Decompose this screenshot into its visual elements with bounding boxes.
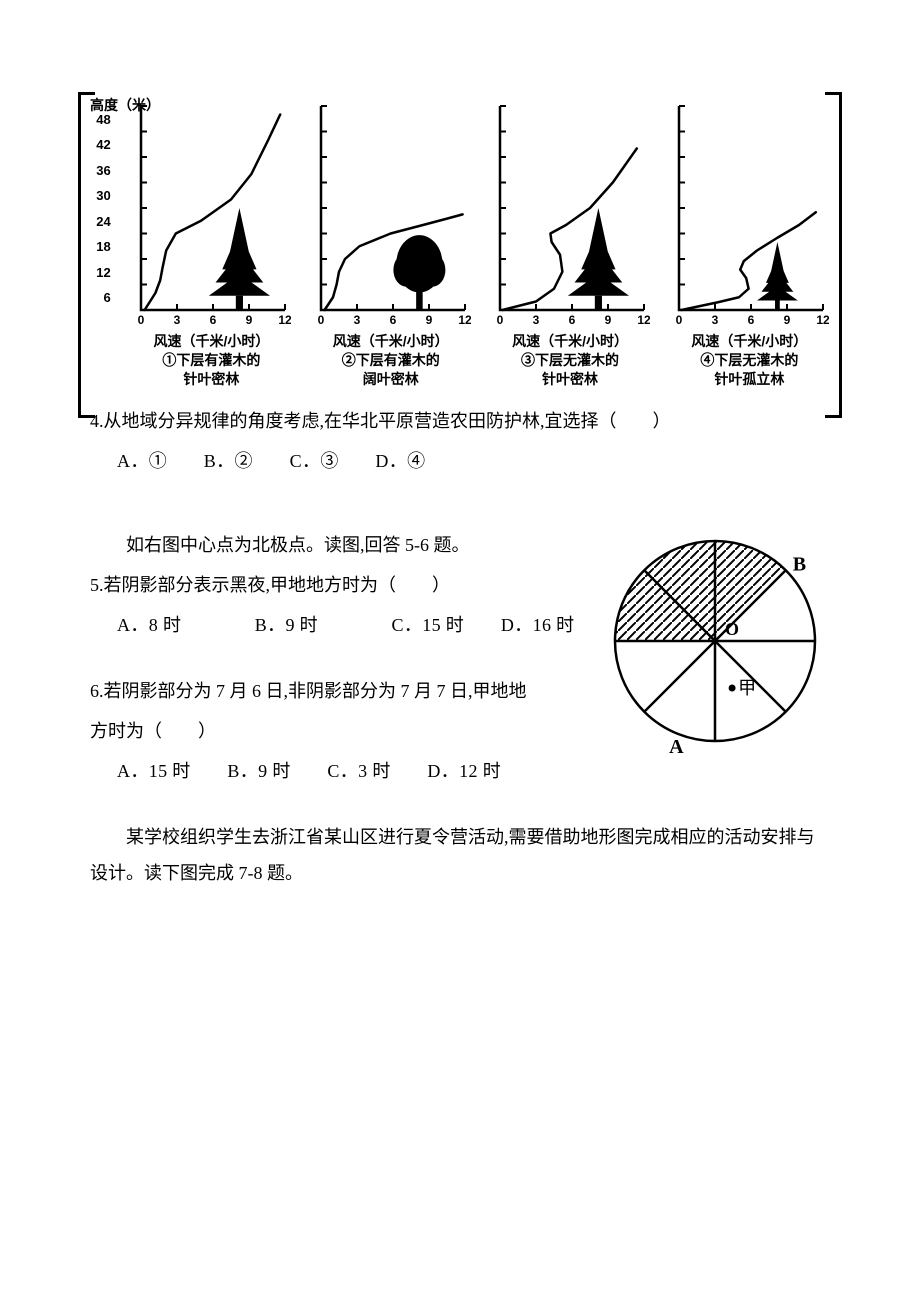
intro-7-8: 某学校组织学生去浙江省某山区进行夏令营活动,需要借助地形图完成相应的活动安排与设… <box>90 819 830 891</box>
chart-panel-svg: 036912 <box>669 100 829 330</box>
chart-panel-svg: 0 3 6 9 12 <box>131 100 291 330</box>
svg-text:6: 6 <box>210 313 217 327</box>
chart-panel-caption: 风速（千米/小时）①下层有灌木的针叶密林 <box>153 332 269 389</box>
svg-text:9: 9 <box>425 313 432 327</box>
chart-panel-caption: 风速（千米/小时）③下层无灌木的针叶密林 <box>512 332 628 389</box>
chart-panel: 0 3 6 9 12 风速（千米/小时）②下层有灌木的阔叶密林 <box>310 100 471 389</box>
bracket-right <box>825 92 842 418</box>
svg-text:甲: 甲 <box>738 678 756 698</box>
polar-diagram: A B O 甲 <box>600 523 830 753</box>
svg-text:12: 12 <box>637 313 650 327</box>
chart-panel-svg: 0 3 6 9 12 <box>311 100 471 330</box>
question-6-text-line1: 6.若阴影部分为 7 月 6 日,非阴影部分为 7 月 7 日,甲地地 <box>90 673 576 709</box>
svg-text:6: 6 <box>748 313 755 327</box>
svg-text:0: 0 <box>497 313 504 327</box>
question-5-text: 5.若阴影部分表示黑夜,甲地地方时为（ ） <box>90 567 576 603</box>
svg-text:12: 12 <box>279 313 292 327</box>
chart-panel-caption: 风速（千米/小时）②下层有灌木的阔叶密林 <box>333 332 449 389</box>
svg-text:9: 9 <box>605 313 612 327</box>
svg-text:3: 3 <box>533 313 540 327</box>
question-4-options: A．① B．② C．③ D．④ <box>117 443 830 479</box>
svg-text:3: 3 <box>712 313 719 327</box>
svg-text:B: B <box>793 553 806 575</box>
chart-panel: 036912风速（千米/小时）④下层无灌木的针叶孤立林 <box>669 100 830 389</box>
forest-windspeed-chart-row: 高度（米） 612182430364248 0 3 6 9 12 风速（千米/小时）①下层… <box>90 100 830 389</box>
chart-panel-svg: 0 3 6 9 12 <box>490 100 650 330</box>
chart-panel-caption: 风速（千米/小时）④下层无灌木的针叶孤立林 <box>691 332 807 389</box>
svg-text:9: 9 <box>784 313 791 327</box>
intro-5-6: 如右图中心点为北极点。读图,回答 5-6 题。 <box>90 527 576 563</box>
polar-diagram-container: A B O 甲 <box>600 523 830 765</box>
questions-5-6-block: 如右图中心点为北极点。读图,回答 5-6 题。 5.若阴影部分表示黑夜,甲地地方… <box>90 523 830 793</box>
y-axis-labels: 高度（米） 612182430364248 <box>90 109 113 389</box>
svg-text:12: 12 <box>458 313 471 327</box>
question-6-options: A．15 时 B．9 时 C．3 时 D．12 时 <box>117 753 576 789</box>
svg-text:6: 6 <box>389 313 396 327</box>
svg-text:O: O <box>725 619 739 639</box>
svg-text:0: 0 <box>138 313 145 327</box>
chart-panel: 0 3 6 9 12 风速（千米/小时）①下层有灌木的针叶密林 <box>131 100 292 389</box>
svg-text:6: 6 <box>569 313 576 327</box>
svg-text:0: 0 <box>676 313 683 327</box>
question-4-text: 4.从地域分异规律的角度考虑,在华北平原营造农田防护林,宜选择（ ） <box>90 403 830 439</box>
svg-text:3: 3 <box>174 313 181 327</box>
svg-text:9: 9 <box>246 313 253 327</box>
svg-text:0: 0 <box>317 313 324 327</box>
chart-panel: 0 3 6 9 12 风速（千米/小时）③下层无灌木的针叶密林 <box>489 100 650 389</box>
svg-text:3: 3 <box>353 313 360 327</box>
question-6-text-line2: 方时为（ ） <box>90 713 576 749</box>
question-5-options: A．8 时 B．9 时 C．15 时 D．16 时 <box>117 607 576 643</box>
svg-text:A: A <box>669 736 684 753</box>
